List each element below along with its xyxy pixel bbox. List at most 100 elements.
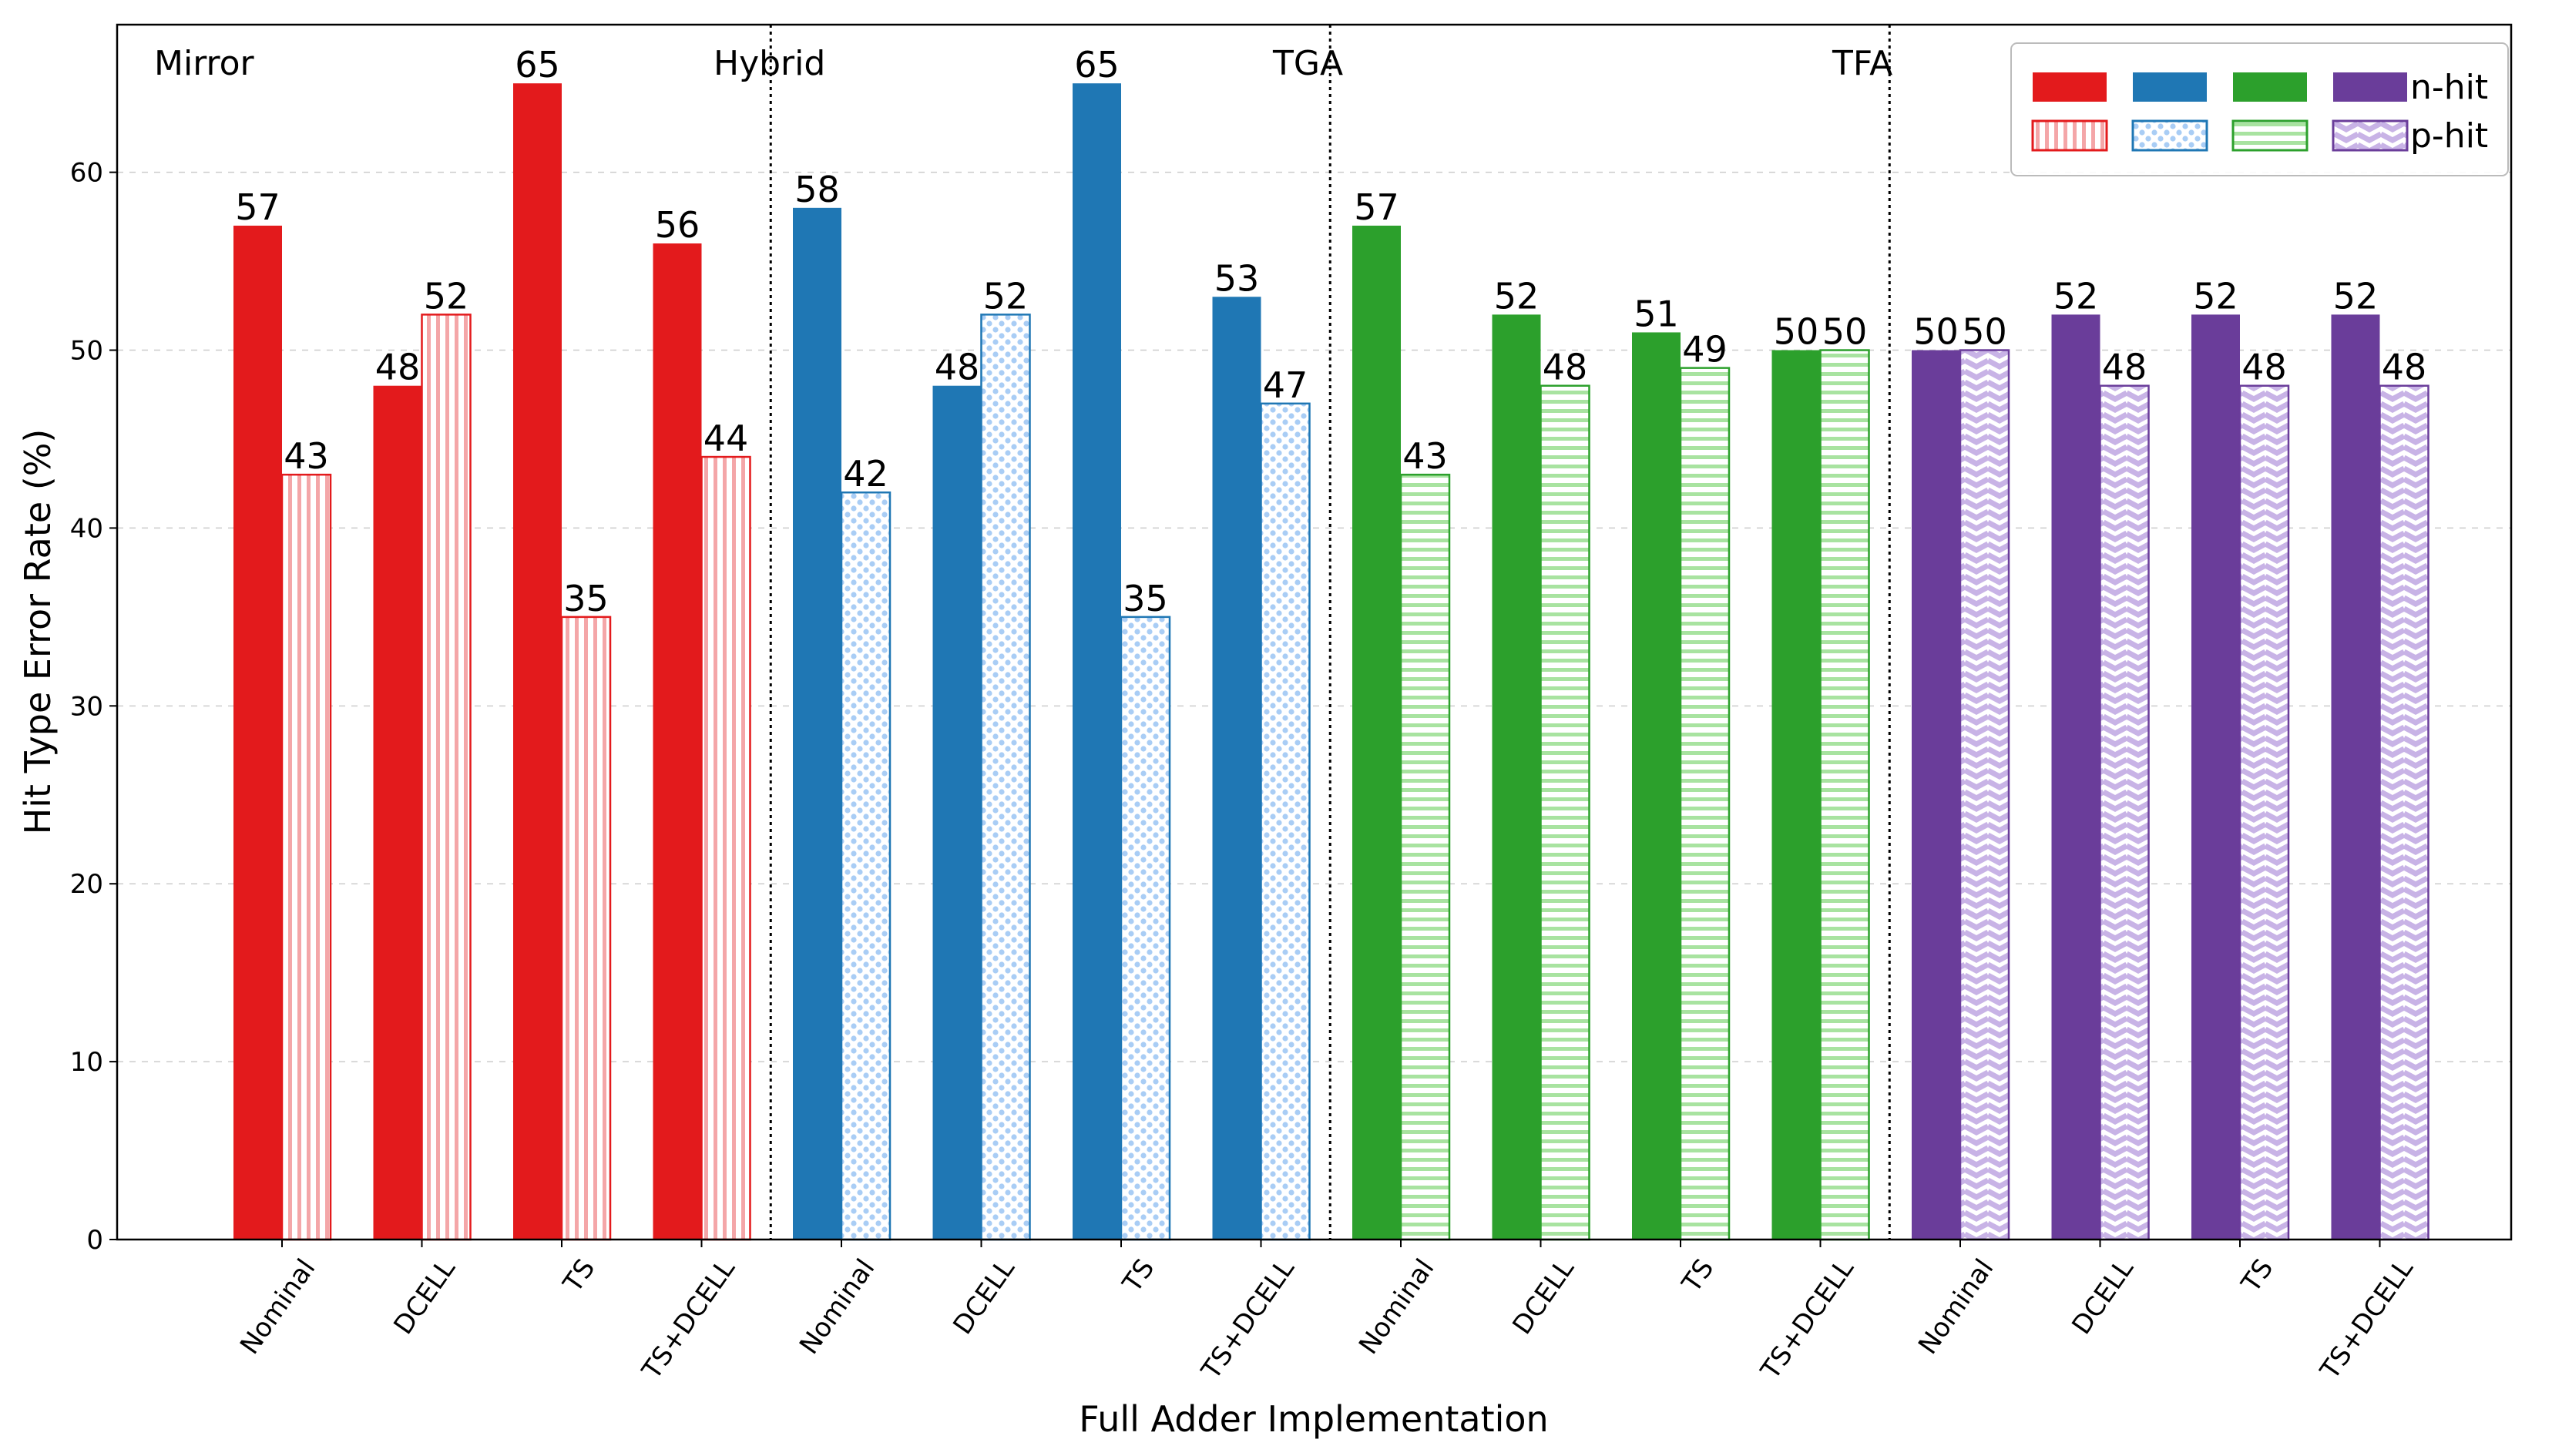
bar-nhit xyxy=(1212,297,1261,1240)
data-label-phit: 43 xyxy=(1402,435,1448,477)
x-tick-label: Nominal xyxy=(1912,1253,2000,1360)
legend-swatch-nhit xyxy=(2133,72,2207,102)
bar-nhit xyxy=(932,385,982,1240)
x-tick-label: Nominal xyxy=(234,1253,321,1360)
legend-swatch-phit xyxy=(2031,119,2108,152)
data-label-phit: 35 xyxy=(1123,578,1168,619)
bar-nhit xyxy=(2331,314,2380,1240)
data-label-nhit: 57 xyxy=(235,186,280,228)
x-tick-label: DCELL xyxy=(1506,1253,1580,1340)
plot-frame xyxy=(116,23,2513,1241)
x-tick-label: TS+DCELL xyxy=(1754,1253,1860,1385)
bar-phit xyxy=(1260,402,1311,1241)
y-axis-label: Hit Type Error Rate (%) xyxy=(17,429,59,835)
legend-swatch-nhit xyxy=(2033,72,2107,102)
group-label: Mirror xyxy=(154,44,255,83)
x-tick-label: TS+DCELL xyxy=(636,1253,741,1385)
data-label-nhit: 57 xyxy=(1354,186,1399,228)
data-label-nhit: 58 xyxy=(794,169,840,210)
x-tick-label: TS xyxy=(1676,1253,1721,1298)
bar-nhit xyxy=(653,243,702,1240)
y-tick-label: 50 xyxy=(70,336,103,367)
data-label-nhit: 52 xyxy=(1494,275,1540,317)
group-label: TFA xyxy=(1832,44,1892,83)
data-label-nhit: 48 xyxy=(375,347,421,388)
bar-phit xyxy=(2379,384,2429,1241)
bar-phit xyxy=(1399,473,1451,1241)
bar-phit xyxy=(421,314,472,1241)
group-label: TGA xyxy=(1272,44,1343,83)
data-label-nhit: 52 xyxy=(2193,275,2238,317)
x-tick-label: DCELL xyxy=(2066,1253,2139,1340)
legend-label-phit: p-hit xyxy=(2410,116,2488,156)
data-label-phit: 48 xyxy=(2241,347,2287,388)
legend-swatch-phit xyxy=(2131,119,2208,152)
x-tick-label: Nominal xyxy=(1353,1253,1440,1360)
group-label: Hybrid xyxy=(714,44,825,83)
data-label-phit: 43 xyxy=(284,435,329,477)
bar-nhit xyxy=(1912,350,1960,1240)
legend-swatch-phit xyxy=(2231,119,2309,152)
legend-swatch-nhit xyxy=(2333,72,2407,102)
bars xyxy=(233,83,2429,1241)
x-tick-label: TS xyxy=(1116,1253,1161,1298)
group-separators xyxy=(769,25,1891,1240)
bar-phit xyxy=(2099,384,2150,1241)
bar-nhit xyxy=(2191,314,2240,1240)
legend-swatch-phit xyxy=(2332,119,2409,152)
data-label-phit: 48 xyxy=(2382,347,2427,388)
x-tick-label: DCELL xyxy=(947,1253,1020,1340)
data-label-phit: 47 xyxy=(1263,364,1308,406)
bar-phit xyxy=(280,473,332,1241)
data-label-phit: 52 xyxy=(424,275,469,317)
bar-phit xyxy=(560,616,612,1241)
legend-box xyxy=(2010,42,2509,176)
data-labels: 5743485265355644584248526535534757435248… xyxy=(235,44,2426,619)
data-label-nhit: 50 xyxy=(1774,311,1819,353)
bar-nhit xyxy=(793,207,841,1240)
data-label-phit: 48 xyxy=(1543,347,1588,388)
y-tick-label: 0 xyxy=(86,1225,103,1256)
bar-nhit xyxy=(1771,350,1821,1240)
data-label-nhit: 65 xyxy=(515,44,560,86)
data-label-nhit: 53 xyxy=(1214,257,1260,299)
group-labels: Mirror Hybrid TGA TFA xyxy=(154,44,1892,83)
y-tick-label: 30 xyxy=(70,691,103,722)
bar-phit xyxy=(840,491,892,1241)
y-tick-label: 40 xyxy=(70,513,103,544)
bar-nhit xyxy=(233,225,282,1240)
data-label-phit: 44 xyxy=(703,418,749,459)
bar-phit xyxy=(2238,384,2290,1241)
data-label-nhit: 52 xyxy=(2053,275,2099,317)
bar-nhit xyxy=(2051,314,2100,1240)
legend-label-nhit: n-hit xyxy=(2410,68,2488,107)
y-tick-label: 60 xyxy=(70,158,103,189)
bar-phit xyxy=(1540,384,1590,1241)
bar-phit xyxy=(700,455,751,1241)
data-label-nhit: 50 xyxy=(1913,311,1959,353)
y-tick-label: 10 xyxy=(70,1047,103,1078)
bar-nhit xyxy=(1492,314,1541,1240)
x-axis-label: Full Adder Implementation xyxy=(1079,1398,1548,1440)
data-label-nhit: 48 xyxy=(935,347,980,388)
grid-lines xyxy=(117,171,2511,1062)
data-label-phit: 35 xyxy=(563,578,609,619)
data-label-phit: 52 xyxy=(983,275,1029,317)
bar-phit xyxy=(980,314,1031,1241)
bar-nhit xyxy=(1352,225,1401,1240)
data-label-phit: 50 xyxy=(1962,311,2007,353)
data-label-phit: 50 xyxy=(1822,311,1868,353)
x-tick-label: TS+DCELL xyxy=(1195,1253,1301,1385)
data-label-nhit: 51 xyxy=(1634,293,1679,334)
bar-phit xyxy=(1679,367,1731,1241)
data-label-phit: 42 xyxy=(843,453,888,495)
bar-phit xyxy=(1819,349,1870,1241)
data-label-nhit: 65 xyxy=(1074,44,1120,86)
x-tick-label: Nominal xyxy=(794,1253,881,1360)
legend: n-hit p-hit xyxy=(2010,42,2509,176)
x-tick-label: TS xyxy=(557,1253,602,1298)
data-label-nhit: 52 xyxy=(2333,275,2379,317)
x-tick-label: DCELL xyxy=(388,1253,461,1340)
data-label-phit: 49 xyxy=(1682,329,1728,371)
